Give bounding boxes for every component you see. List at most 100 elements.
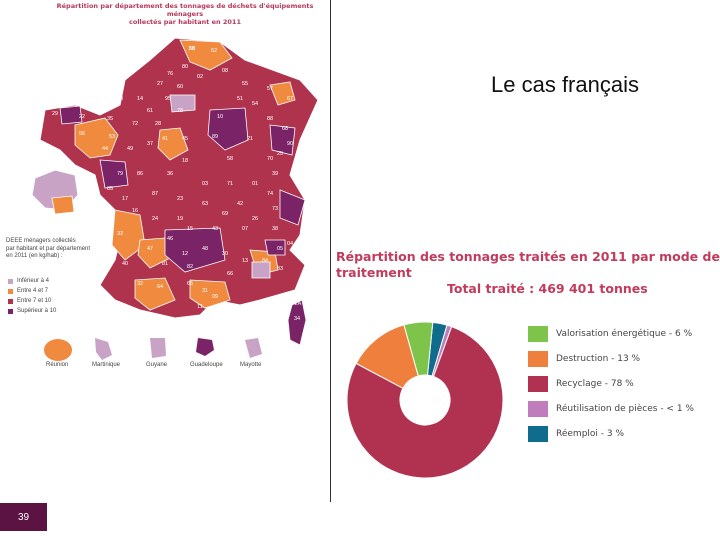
department-number-label: 29 <box>52 111 58 117</box>
department-number-label: 01 <box>252 181 258 187</box>
department-number-label: 02 <box>197 74 203 80</box>
department-number-label: 69 <box>222 211 228 217</box>
map-title-line2: collectés par habitant en 2011 <box>129 18 241 26</box>
department-number-label: 14 <box>137 96 143 102</box>
department-number-label: 34 <box>294 316 300 322</box>
department-number-label: 72 <box>132 121 138 127</box>
department-number-label: 24 <box>152 216 158 222</box>
department-number-label: 06 <box>297 254 303 260</box>
department-number-label: 05 <box>277 246 283 252</box>
department-number-label: 59 <box>189 46 195 52</box>
department-number-label: 66 <box>227 271 233 277</box>
department-number-label: 81 <box>162 261 168 267</box>
department-number-label: 51 <box>237 96 243 102</box>
corsica-island <box>287 299 307 346</box>
department-number-label: 22 <box>79 114 85 120</box>
department-number-label: 39 <box>272 171 278 177</box>
department-number-label: 32 <box>137 281 143 287</box>
map-title: Répartition par département des tonnages… <box>40 2 330 26</box>
department-number-label: 35 <box>107 116 113 122</box>
department-number-label: 70 <box>267 156 273 162</box>
overseas-departments <box>44 338 262 361</box>
map-legend-item: Supérieur à 10 <box>8 308 56 314</box>
department-number-label: 46 <box>167 236 173 242</box>
legend-swatch <box>8 298 13 304</box>
pie-legend-label: Réemploi - 3 % <box>556 429 625 439</box>
france-mainland <box>39 37 319 319</box>
department-number-label: 64 <box>157 284 163 290</box>
department-number-label: 88 <box>267 116 273 122</box>
department-number-label: 79 <box>117 171 123 177</box>
department-number-label: 85 <box>107 186 113 192</box>
legend-swatch <box>8 278 13 284</box>
department-number-label: 07 <box>242 226 248 232</box>
department-number-label: 10 <box>217 114 223 120</box>
legend-swatch <box>528 426 548 442</box>
department-number-label: 89 <box>212 134 218 140</box>
department-number-label: 56 <box>79 131 85 137</box>
department-number-label: 60 <box>177 84 183 90</box>
department-number-label: 82 <box>187 264 193 270</box>
map-title-line1: Répartition par département des tonnages… <box>56 2 314 18</box>
chart-title-line2: Total traité : 469 401 tonnes <box>447 281 648 296</box>
department-number-label: 86 <box>137 171 143 177</box>
map-legend-title-line: DEEE ménagers collectés <box>6 238 76 244</box>
pie-slice <box>403 321 434 377</box>
chart-title-line1: Répartition des tonnages traités en 2011… <box>336 249 720 280</box>
pie-legend-item: Valorisation énergétique - 6 % <box>528 326 692 342</box>
map-legend-title-line: en 2011 (en kg/hab) : <box>6 253 63 259</box>
department-number-label: 09 <box>212 294 218 300</box>
department-number-label: 53 <box>109 134 115 140</box>
department-number-label: 31 <box>202 288 208 294</box>
department-number-label: 41 <box>162 136 168 142</box>
department-number-label: 19 <box>177 216 183 222</box>
department-number-label: 84 <box>262 258 268 264</box>
france-map: 59 62 80 76 02 60 08 95 57 67 29 22 56 35 50 14 61 27 78 28… <box>31 37 319 361</box>
department-number-label: 26 <box>252 216 258 222</box>
department-number-label: 61 <box>147 108 153 114</box>
slide-number: 39 <box>0 503 47 531</box>
department-number-label: 17 <box>122 196 128 202</box>
department-number-label: 95 <box>165 96 171 102</box>
dom-label-mayotte: Mayotte <box>240 362 262 368</box>
department-number-label: 08 <box>222 68 228 74</box>
department-number-label: 73 <box>272 206 278 212</box>
map-legend-item: Entre 7 et 10 <box>8 298 51 304</box>
map-legend-title: DEEE ménagers collectés par habitant et … <box>6 238 106 261</box>
department-number-label: 48 <box>202 246 208 252</box>
department-number-label: 47 <box>147 246 153 252</box>
pie-legend-item: Réemploi - 3 % <box>528 426 624 442</box>
department-number-label: 49 <box>127 146 133 152</box>
department-number-label: 54 <box>252 101 258 107</box>
dom-label-guadeloupe: Guadeloupe <box>190 362 223 368</box>
legend-swatch <box>528 376 548 392</box>
department-number-label: 83 <box>277 266 283 272</box>
pie-legend-item: Recyclage - 78 % <box>528 376 634 392</box>
department-number-label: 28 <box>155 121 161 127</box>
department-number-label: 16 <box>132 208 138 214</box>
department-number-label: 80 <box>182 64 188 70</box>
legend-swatch <box>528 351 548 367</box>
martinique-shape <box>95 338 112 360</box>
department-number-label: 68 <box>282 126 288 132</box>
department-number-label: 13 <box>242 258 248 264</box>
slide-title: Le cas français <box>491 72 639 97</box>
pie-slice <box>346 326 504 479</box>
department-number-label: 65 <box>187 281 193 287</box>
department-number-label: 04 <box>287 241 293 247</box>
dom-label-martinique: Martinique <box>92 362 121 368</box>
ile-de-france-inset <box>31 169 79 215</box>
department-number-label: 37 <box>147 141 153 147</box>
pie-legend-label: Recyclage - 78 % <box>556 379 634 389</box>
dom-label-guyane: Guyane <box>146 362 168 368</box>
department-number-label: 30 <box>222 251 228 257</box>
department-number-label: 15 <box>187 226 193 232</box>
pie-legend-label: Réutilisation de pièces - < 1 % <box>556 404 694 414</box>
department-number-label: 90 <box>287 141 293 147</box>
vertical-divider <box>330 0 331 502</box>
donut-chart <box>346 321 504 479</box>
map-legend-title-line: par habitant et par département <box>6 245 91 252</box>
department-number-label: 18 <box>182 158 188 164</box>
guyane-shape <box>150 338 166 358</box>
department-number-label: 38 <box>272 226 278 232</box>
